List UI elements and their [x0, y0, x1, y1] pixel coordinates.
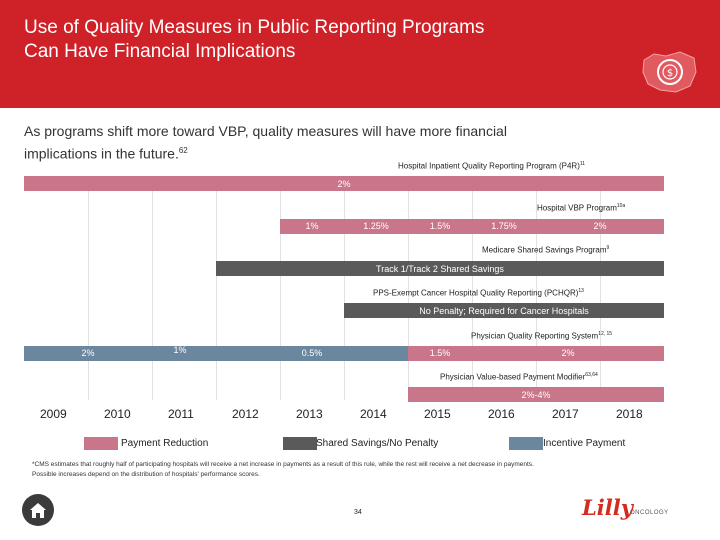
- legend-swatch-shared: [283, 437, 317, 450]
- gridline: [280, 188, 281, 400]
- footnote-line-2: Possible increases depend on the distrib…: [32, 471, 260, 478]
- pqrs-reduction-segment: 1.5%: [429, 348, 451, 358]
- year-label: 2016: [488, 407, 515, 421]
- iqr-ref: 11: [579, 161, 586, 167]
- pqrs-reduction-bar: 1.5% 2%: [408, 346, 664, 361]
- gridline: [600, 188, 601, 400]
- seal-icon: $: [642, 51, 697, 93]
- mssp-bar: Track 1/Track 2 Shared Savings: [216, 261, 664, 276]
- title-banner: Use of Quality Measures in Public Report…: [0, 0, 720, 108]
- year-label: 2018: [616, 407, 643, 421]
- title-line-2: Can Have Financial Implications: [24, 41, 296, 62]
- home-button[interactable]: [22, 494, 54, 526]
- footnote: *CMS estimates that roughly half of part…: [32, 460, 672, 480]
- pchqr-ref: 13: [578, 288, 584, 294]
- gridline: [536, 188, 537, 400]
- vbm-bar: 2%-4%: [408, 387, 664, 402]
- footnote-line-1: *CMS estimates that roughly half of part…: [32, 461, 534, 468]
- svg-text:$: $: [667, 68, 673, 79]
- vbm-ref: 63,64: [585, 372, 598, 378]
- vbp-label-text: Hospital VBP Program: [537, 203, 617, 213]
- pqrs-label: Physician Quality Reporting System12, 15: [471, 331, 612, 341]
- pqrs-incentive-segment: 2%: [81, 348, 95, 358]
- vbp-segment: 1.5%: [429, 221, 451, 231]
- vbp-segment: 1.75%: [491, 221, 517, 231]
- title-line-1: Use of Quality Measures in Public Report…: [24, 17, 485, 38]
- legend-reduction-label: Payment Reduction: [121, 438, 209, 449]
- mssp-label: Medicare Shared Savings Program9: [482, 245, 609, 255]
- mssp-bar-text: Track 1/Track 2 Shared Savings: [376, 263, 504, 274]
- pqrs-reduction-segment: 2%: [561, 348, 575, 358]
- intro-text: As programs shift more toward VBP, quali…: [24, 122, 564, 164]
- vbp-bar: 1% 1.25% 1.5% 1.75% 2%: [280, 219, 664, 234]
- year-label: 2011: [168, 407, 194, 421]
- gridline: [152, 188, 153, 400]
- iqr-bar: 2%: [24, 176, 664, 191]
- legend-incentive-label: Incentive Payment: [543, 438, 626, 449]
- year-label: 2012: [232, 407, 259, 421]
- pqrs-incentive-bar: 2% 1% 0.5%: [24, 345, 408, 361]
- iqr-bar-text: 2%: [337, 178, 351, 189]
- pchqr-bar: No Penalty; Required for Cancer Hospital…: [344, 303, 664, 318]
- pqrs-incentive-segment: 0.5%: [301, 348, 323, 358]
- year-label: 2010: [104, 407, 131, 421]
- company-logo: Lilly ONCOLOGY: [582, 495, 668, 520]
- gridline: [344, 188, 345, 400]
- mssp-label-text: Medicare Shared Savings Program: [482, 245, 607, 255]
- vbp-segment: 1%: [305, 221, 319, 231]
- gridline: [88, 188, 89, 400]
- intro-body: As programs shift more toward VBP, quali…: [24, 123, 507, 162]
- logo-subtitle: ONCOLOGY: [630, 510, 669, 516]
- mssp-ref: 9: [606, 245, 610, 251]
- year-label: 2014: [360, 407, 387, 421]
- vbp-segment: 1.25%: [363, 221, 389, 231]
- intro-ref: 62: [178, 146, 188, 155]
- vbp-label: Hospital VBP Program10a: [537, 203, 625, 213]
- vbp-ref: 10a: [616, 203, 626, 209]
- pchqr-bar-text: No Penalty; Required for Cancer Hospital…: [419, 305, 589, 316]
- legend-swatch-incentive: [509, 437, 543, 450]
- pqrs-ref: 12, 15: [598, 331, 613, 337]
- iqr-label-text: Hospital Inpatient Quality Reporting Pro…: [398, 161, 580, 171]
- pqrs-incentive-segment: 1%: [173, 345, 187, 355]
- pchqr-label-text: PPS-Exempt Cancer Hospital Quality Repor…: [373, 288, 579, 298]
- vbm-label: Physician Value-based Payment Modifier63…: [440, 372, 598, 382]
- home-icon: [30, 503, 46, 518]
- logo-script: Lilly: [582, 495, 633, 520]
- gridline: [408, 188, 409, 400]
- gridline: [216, 188, 217, 400]
- legend-shared-label: Shared Savings/No Penalty: [316, 438, 439, 449]
- legend-swatch-reduction: [84, 437, 118, 450]
- year-label: 2009: [40, 407, 67, 421]
- gridline: [472, 188, 473, 400]
- pchqr-label: PPS-Exempt Cancer Hospital Quality Repor…: [373, 288, 584, 298]
- iqr-label: Hospital Inpatient Quality Reporting Pro…: [398, 161, 585, 171]
- page-number: 34: [354, 509, 362, 516]
- year-label: 2017: [552, 407, 579, 421]
- year-label: 2015: [424, 407, 451, 421]
- pqrs-label-text: Physician Quality Reporting System: [471, 331, 599, 341]
- page-title: Use of Quality Measures in Public Report…: [24, 16, 484, 64]
- vbp-segment: 2%: [593, 221, 607, 231]
- year-label: 2013: [296, 407, 323, 421]
- vbm-label-text: Physician Value-based Payment Modifier: [440, 372, 586, 382]
- vbm-bar-text: 2%-4%: [521, 389, 551, 400]
